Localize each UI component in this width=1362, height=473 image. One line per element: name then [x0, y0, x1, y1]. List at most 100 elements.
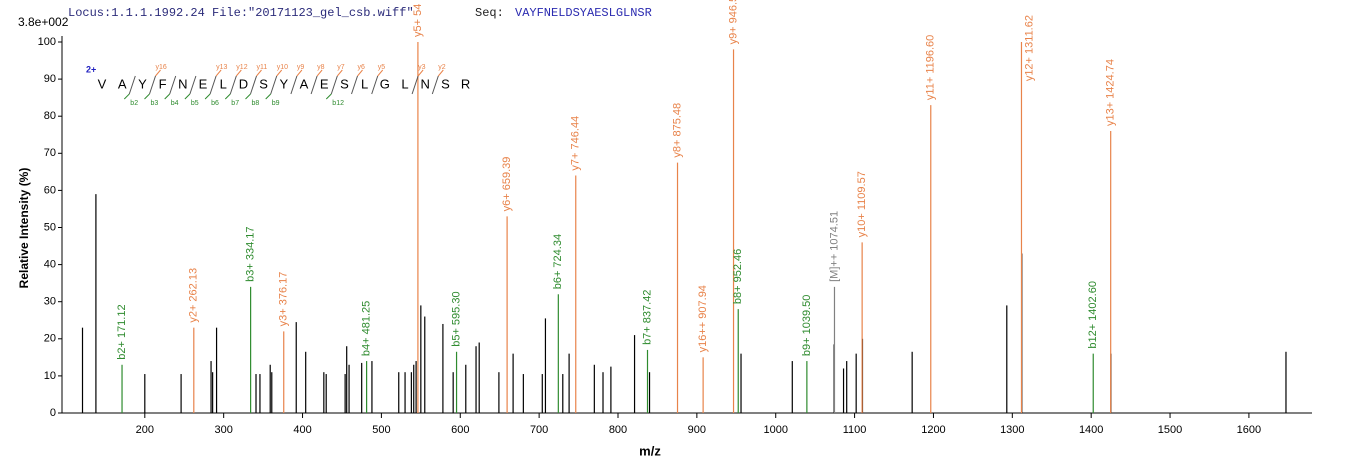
x-tick-label: 500	[372, 424, 390, 436]
y-ion-label: y8	[317, 64, 325, 71]
x-axis-label: m/z	[639, 443, 661, 458]
peak-label: y16++ 907.94	[697, 285, 709, 352]
x-tick-label: 800	[609, 424, 627, 436]
b-ion-hook	[325, 93, 332, 100]
peak-label: y11+ 1196.60	[925, 35, 937, 100]
y-ion-hook	[296, 69, 303, 77]
y-ion-hook	[357, 69, 363, 77]
b-ion-hook	[224, 93, 231, 100]
cleavage	[149, 75, 156, 95]
b-ion-label: b7	[231, 100, 239, 107]
y-ion-label: y2	[438, 64, 446, 71]
y-tick-label: 30	[44, 296, 56, 308]
cleavage	[310, 75, 318, 95]
cleavage	[371, 75, 379, 95]
chart-title: Locus:1.1.1.1992.24 File:"20171123_gel_c…	[68, 6, 414, 20]
cleavage	[189, 75, 197, 95]
cleavage	[250, 75, 257, 95]
y-ion-hook	[215, 69, 222, 77]
peak-label: b9+ 1039.50	[801, 295, 813, 356]
peak-label: y13+ 1424.74	[1105, 59, 1117, 126]
y-ion-hook	[377, 69, 384, 77]
b-ion-label: b6	[211, 100, 219, 107]
b-ion-label: b9	[272, 100, 280, 107]
peak-label: b12+ 1402.60	[1087, 281, 1099, 349]
peak-label: y5+ 54	[412, 4, 424, 37]
residue: S	[340, 76, 349, 91]
peak-label: b8+ 952.46	[732, 249, 744, 304]
b-ion-label: b12	[332, 100, 344, 107]
b-ion-hook	[204, 93, 211, 100]
y-ion-label: y7	[337, 64, 345, 71]
b-ion-label: b3	[151, 100, 159, 107]
y-tick-label: 100	[38, 36, 56, 48]
seq-label: Seq:	[475, 6, 504, 20]
residue: E	[199, 76, 208, 91]
b-ion-label: b4	[171, 100, 179, 107]
y-ion-label: y16	[156, 64, 167, 71]
y-ion-label: y6	[358, 64, 366, 71]
y-ion-hook	[155, 69, 161, 77]
residue: F	[159, 76, 167, 91]
x-tick-label: 700	[530, 424, 548, 436]
y-ion-hook	[417, 69, 424, 77]
x-tick-label: 900	[688, 424, 706, 436]
y-ion-hook	[437, 69, 444, 77]
residue: Y	[279, 76, 288, 91]
cleavage	[351, 75, 358, 95]
y-ion-hook	[256, 69, 262, 77]
residue: V	[98, 76, 107, 91]
b-ion-hook	[265, 93, 272, 100]
residue: A	[118, 76, 127, 91]
cleavage	[431, 75, 439, 95]
y-tick-label: 90	[44, 73, 56, 85]
peak-label: y10+ 1109.57	[856, 171, 868, 237]
y-tick-label: 20	[44, 333, 56, 345]
y-tick-label: 10	[44, 370, 56, 382]
b-ion-label: b5	[191, 100, 199, 107]
cleavage	[128, 75, 136, 95]
peak-label: b3+ 334.17	[245, 226, 257, 281]
b-ion-label: b2	[130, 100, 138, 107]
y-tick-label: 70	[44, 147, 56, 159]
x-tick-label: 1100	[843, 424, 867, 436]
x-tick-label: 1600	[1237, 424, 1261, 436]
x-tick-label: 1000	[763, 424, 787, 436]
y-ion-label: y5	[378, 64, 386, 71]
peak-label: y12+ 1311.62	[1023, 15, 1035, 81]
peak-label: b7+ 837.42	[641, 290, 653, 345]
y-tick-label: 60	[44, 184, 56, 196]
x-tick-label: 1300	[1000, 424, 1024, 436]
peak-label: b2+ 171.12	[116, 304, 128, 359]
residue: E	[320, 76, 329, 91]
y-ion-hook	[336, 69, 343, 77]
sequence: VAYFNELDSYAESLGLNSR	[515, 6, 652, 20]
cleavage	[330, 75, 338, 95]
b-ion-hook	[144, 93, 150, 100]
residue: L	[361, 76, 368, 91]
x-tick-label: 1200	[921, 424, 945, 436]
b-ion-label: b8	[252, 100, 260, 107]
b-ion-hook	[184, 93, 191, 100]
charge: 2+	[86, 64, 96, 74]
intensity-scale: 3.8e+002	[18, 15, 69, 29]
x-tick-label: 400	[293, 424, 311, 436]
y-tick-label: 0	[50, 407, 56, 419]
residue: S	[441, 76, 450, 91]
x-tick-label: 1500	[1158, 424, 1182, 436]
x-tick-label: 300	[214, 424, 232, 436]
peak-label: b5+ 595.30	[450, 291, 462, 346]
peak-label: y8+ 875.48	[671, 103, 683, 158]
cleavage	[209, 75, 217, 95]
y-axis-label: Relative Intensity (%)	[17, 168, 31, 289]
cleavage	[270, 75, 278, 95]
y-ion-hook	[316, 69, 323, 77]
y-tick-label: 40	[44, 259, 56, 271]
peak-label: y7+ 746.44	[570, 116, 582, 171]
b-ion-hook	[245, 93, 251, 100]
peak-label: y3+ 376.17	[278, 272, 290, 327]
residue: A	[300, 76, 309, 91]
peak-label: y6+ 659.39	[501, 157, 513, 212]
residue: D	[239, 76, 248, 91]
